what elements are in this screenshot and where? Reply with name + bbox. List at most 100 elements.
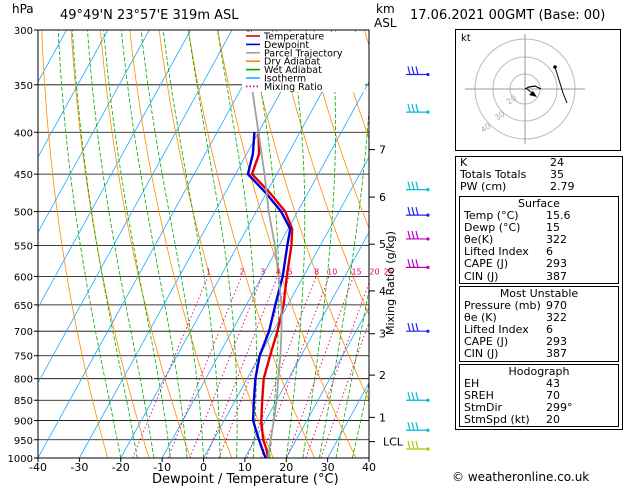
index-row-tt: Totals Totals 35 (460, 168, 564, 182)
hpa-label: hPa (12, 2, 34, 16)
wind-barb (406, 440, 430, 451)
wind-barb-flag (415, 181, 419, 190)
wet-adiabat-line (217, 30, 257, 458)
mixing-ratio-line (246, 276, 317, 458)
wind-barb (406, 422, 430, 432)
pressure-tick-label: 300 (14, 26, 33, 37)
wind-barb-flag (411, 230, 415, 240)
mixing-ratio-tick-label: 4 (275, 267, 280, 276)
x-axis-label: Dewpoint / Temperature (°C) (152, 472, 339, 487)
km-tick-label: 4 (379, 285, 386, 298)
wind-barb (406, 181, 430, 192)
isotherm-line (38, 30, 274, 458)
mixing-ratio-line (218, 276, 291, 458)
hodo-row: EH 43 (464, 376, 560, 390)
unstable-row: θe (K) 322 (464, 310, 567, 324)
mixing-ratio-axis-label: Mixing Ratio (g/kg) (384, 231, 397, 335)
mixing-ratio-line (305, 281, 369, 458)
dry-adiabat-line (276, 30, 369, 316)
wind-barb (406, 259, 430, 270)
legend-entry: Wet Adiabat (264, 65, 322, 76)
wind-barb-flag (415, 66, 419, 75)
km-tick-label: 1 (379, 411, 386, 424)
km-label: km (376, 2, 395, 16)
wind-barb-dot (426, 428, 430, 432)
wind-barb-flag (415, 392, 419, 401)
isotherm-line (203, 156, 369, 458)
isotherm-line (161, 81, 369, 458)
x-tick-label: -10 (153, 461, 171, 474)
wind-barb-flag (407, 422, 411, 431)
wind-barb (406, 392, 430, 402)
wind-barb (406, 230, 430, 241)
wind-barb-flag (411, 66, 415, 75)
location-label: 49°49'N 23°57'E 319m ASL (60, 8, 239, 23)
dry-adiabat-line (100, 30, 191, 458)
x-tick-label: -40 (29, 461, 47, 474)
km-tick-label: LCL (383, 436, 404, 449)
hodo-row: StmDir 299° (464, 401, 573, 414)
wet-adiabat-line (352, 380, 369, 458)
x-tick-label: -20 (112, 461, 130, 474)
legend-entry: Dewpoint (264, 40, 309, 51)
km-tick-label: 6 (379, 191, 386, 204)
wind-barb-flag (411, 440, 415, 450)
pressure-tick-label: 350 (14, 81, 33, 92)
dry-adiabat-line (217, 30, 357, 458)
dry-adiabat-line (70, 30, 150, 458)
dry-adiabat-line (305, 30, 369, 230)
wind-barb-dot (426, 213, 430, 217)
wet-adiabat-line (140, 30, 204, 458)
pressure-tick-label: 400 (14, 128, 33, 139)
dry-adiabat-line (129, 30, 233, 458)
wet-adiabat-line (87, 30, 155, 458)
wet-adiabat-line (72, 30, 138, 458)
surface-row: θe(K) 322 (464, 232, 567, 246)
most-unstable-title: Most Unstable (499, 286, 579, 300)
wet-adiabat-line (318, 104, 369, 458)
wind-barb-flag (411, 206, 415, 216)
surface-row: Lifted Index 6 (464, 245, 553, 259)
pressure-tick-label: 450 (14, 170, 33, 181)
pressure-tick-label: 1000 (8, 454, 33, 465)
wind-barb-flag (411, 422, 415, 431)
wind-barb-flag (407, 181, 411, 190)
x-tick-label: 20 (279, 461, 293, 474)
wind-barb-dot (426, 72, 430, 77)
legend-entry: Dry Adiabat (264, 57, 321, 68)
pressure-tick-label: 700 (14, 327, 33, 338)
asl-label: ASL (374, 16, 397, 30)
isotherm-line (38, 30, 67, 83)
dry-adiabat-line (246, 30, 369, 402)
mixing-ratio-line (205, 276, 278, 458)
mixing-ratio-line (260, 276, 330, 458)
pressure-tick-label: 750 (14, 352, 33, 363)
legend-entry: Temperature (263, 32, 324, 43)
unstable-row: Lifted Index 6 (464, 323, 553, 337)
surface-row: Temp (°C) 15.6 (464, 208, 571, 222)
pressure-tick-label: 600 (14, 272, 33, 283)
isotherm-line (38, 30, 109, 158)
pressure-tick-label: 900 (14, 417, 33, 428)
km-tick-label: 2 (379, 369, 386, 382)
indices-table: K 24 Totals Totals 35 PW (cm) 2.79 Surface … (455, 156, 623, 431)
wind-barb-flag (415, 259, 419, 268)
index-row-k: K 24 (460, 156, 564, 169)
mixing-ratio-line (320, 320, 369, 458)
mixing-ratio-tick-label: 3 (260, 267, 265, 276)
isotherm-line (38, 30, 192, 309)
isotherm-line (79, 30, 316, 458)
surface-row: Dewp (°C) 15 (464, 220, 560, 234)
series-temperature (250, 132, 294, 458)
wind-barb-flag (411, 181, 415, 190)
dry-adiabat-line (41, 30, 109, 458)
mixing-ratio-line (189, 276, 263, 458)
wind-barb-dot (426, 110, 430, 114)
wind-barb-dot (426, 187, 430, 192)
wind-barb-flag (407, 66, 411, 75)
wind-barb-flag (411, 323, 415, 332)
wind-barb-flag (415, 440, 419, 450)
legend-entry: Parcel Trajectory (264, 48, 343, 59)
hodo-row: SREH 70 (464, 388, 560, 402)
storm-motion-arrow (529, 91, 537, 97)
